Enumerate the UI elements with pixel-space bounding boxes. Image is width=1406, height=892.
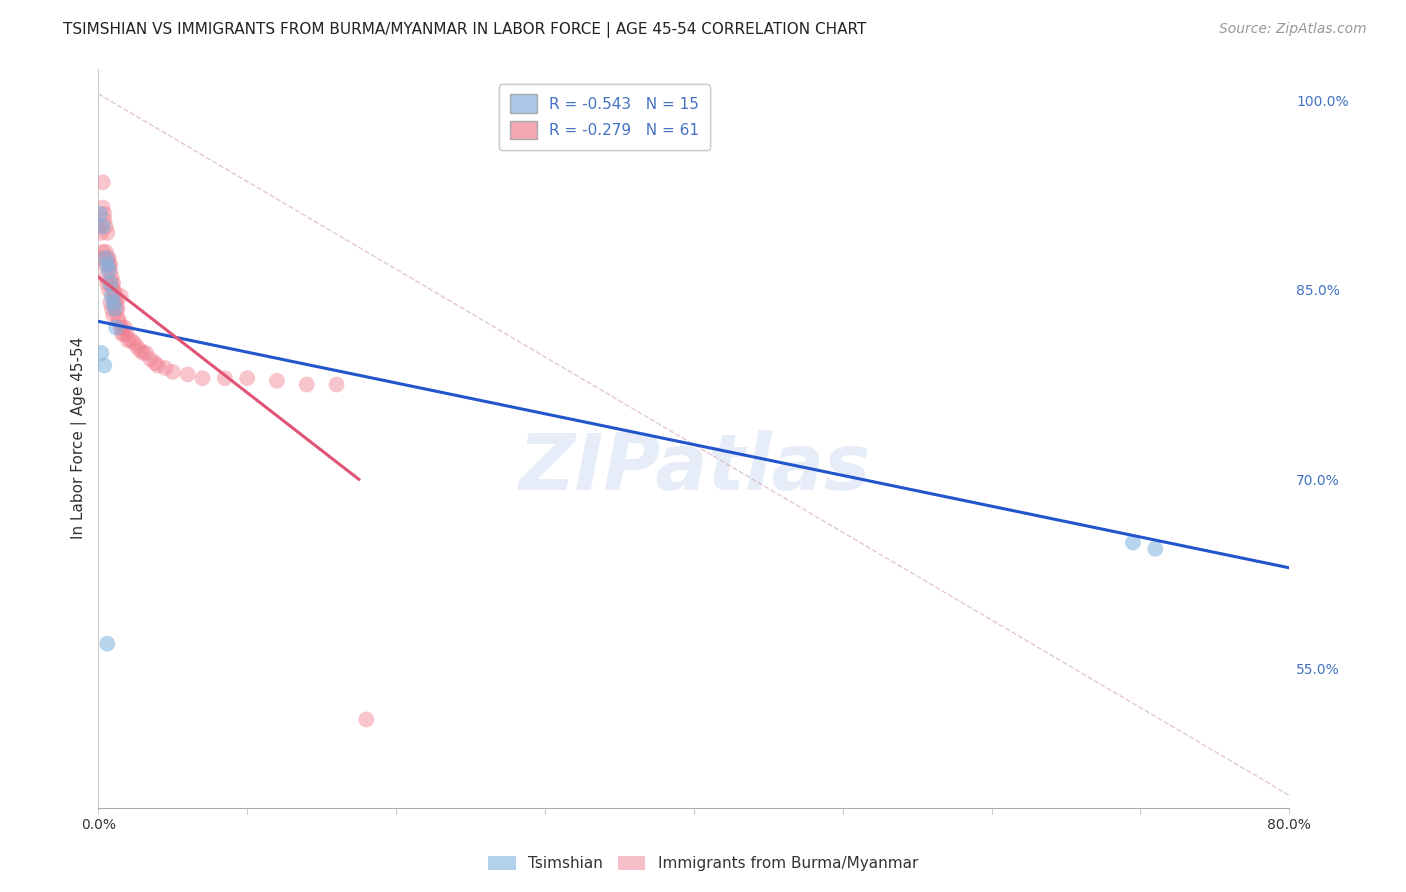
Point (94, 219, 117, 234)
Point (1144, 541, 1167, 556)
Point (120, 333, 142, 347)
Point (94, 244, 117, 259)
Point (236, 371, 259, 385)
Point (356, 713, 378, 727)
Point (98, 264, 121, 278)
Point (90, 251, 112, 265)
Point (107, 310, 129, 325)
Point (105, 320, 128, 334)
Point (100, 277, 122, 291)
Point (97, 264, 120, 278)
Point (93, 359, 115, 373)
Point (103, 277, 125, 291)
Point (96, 637, 118, 651)
Point (111, 326, 134, 341)
Point (105, 295, 128, 310)
Point (105, 301, 128, 316)
Point (100, 270, 122, 285)
Point (129, 343, 152, 358)
Point (93, 207, 115, 221)
Point (98, 295, 121, 310)
Point (143, 356, 166, 370)
Point (111, 320, 134, 334)
Point (295, 377, 318, 392)
Text: Source: ZipAtlas.com: Source: ZipAtlas.com (1219, 22, 1367, 37)
Point (266, 374, 288, 388)
Y-axis label: In Labor Force | Age 45-54: In Labor Force | Age 45-54 (72, 337, 87, 540)
Point (114, 320, 136, 334)
Point (98, 277, 121, 291)
Point (91, 219, 114, 234)
Point (103, 283, 125, 297)
Point (94, 270, 117, 285)
Point (91, 201, 114, 215)
Point (1122, 535, 1144, 549)
Point (90, 226, 112, 240)
Point (97, 257, 120, 271)
Point (96, 257, 118, 271)
Point (108, 314, 131, 328)
Point (93, 257, 115, 271)
Point (214, 371, 236, 385)
Point (91, 244, 114, 259)
Point (97, 251, 120, 265)
Point (117, 333, 139, 347)
Legend: R = -0.543   N = 15, R = -0.279   N = 61: R = -0.543 N = 15, R = -0.279 N = 61 (499, 84, 710, 150)
Point (103, 308, 125, 322)
Point (115, 326, 138, 341)
Point (176, 368, 198, 382)
Point (100, 289, 122, 303)
Point (110, 320, 132, 334)
Point (103, 295, 125, 310)
Point (97, 283, 120, 297)
Point (162, 365, 184, 379)
Point (107, 301, 129, 316)
Point (146, 359, 169, 373)
Point (93, 213, 115, 227)
Text: ZIPatlas: ZIPatlas (517, 430, 870, 506)
Point (89, 207, 111, 221)
Point (98, 257, 121, 271)
Point (96, 277, 118, 291)
Legend: Tsimshian, Immigrants from Burma/Myanmar: Tsimshian, Immigrants from Burma/Myanmar (482, 850, 924, 877)
Point (139, 352, 162, 367)
Point (132, 346, 155, 360)
Point (122, 335, 145, 350)
Point (125, 340, 148, 354)
Point (91, 175, 114, 189)
Point (89, 219, 111, 234)
Point (96, 226, 118, 240)
Text: TSIMSHIAN VS IMMIGRANTS FROM BURMA/MYANMAR IN LABOR FORCE | AGE 45-54 CORRELATIO: TSIMSHIAN VS IMMIGRANTS FROM BURMA/MYANM… (63, 22, 866, 38)
Point (191, 371, 214, 385)
Point (110, 289, 132, 303)
Point (104, 285, 127, 300)
Point (100, 301, 122, 316)
Point (104, 301, 127, 316)
Point (94, 251, 117, 265)
Point (112, 326, 135, 341)
Point (155, 361, 177, 376)
Point (90, 346, 112, 360)
Point (96, 251, 118, 265)
Point (104, 293, 127, 307)
Point (135, 346, 157, 360)
Point (325, 377, 347, 392)
